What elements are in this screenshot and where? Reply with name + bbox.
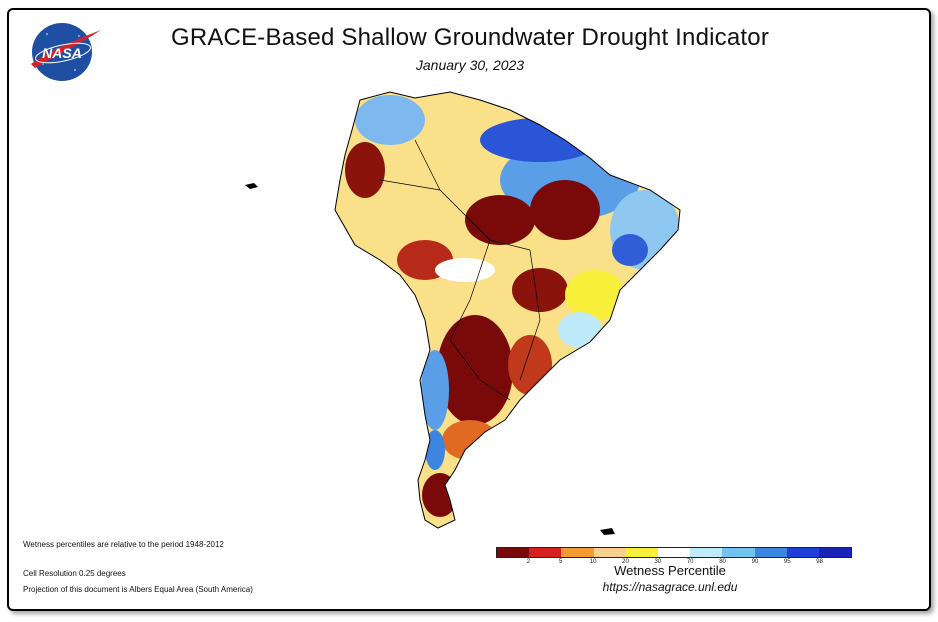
source-url[interactable]: https://nasagrace.unl.edu [602,580,738,594]
color-legend: 2 5 10 20 30 70 80 90 95 98 [496,547,852,565]
legend-tick-label: 90 [751,559,759,565]
map-date: January 30, 2023 [415,57,525,73]
note-projection: Projection of this document is Albers Eq… [23,585,253,594]
legend-tick-label: 95 [783,559,791,565]
legend-color-bar [496,547,852,558]
legend-swatch [625,548,658,557]
legend-ticks: 2 5 10 20 30 70 80 90 95 98 [496,558,852,567]
legend-tick-label: 98 [816,559,823,565]
note-period: Wetness percentiles are relative to the … [23,540,224,549]
legend-swatch [657,548,691,557]
legend-tick-label: 30 [654,559,662,565]
legend-swatch [593,548,626,557]
note-resolution: Cell Resolution 0.25 degrees [23,569,126,578]
legend-tick-label: 20 [622,559,629,565]
legend-swatch [690,548,723,557]
legend-swatch [561,548,594,557]
legend-tick-label: 70 [686,559,694,565]
legend-swatch [786,548,819,557]
legend-swatch [497,548,530,557]
legend-label: Wetness Percentile [614,563,726,578]
legend-swatch [529,548,562,557]
legend-tick-label: 10 [589,559,597,565]
legend-swatch [722,548,755,557]
legend-tick-label: 80 [719,559,726,565]
south-america-drought-map [240,80,700,550]
nasa-logo: NASA [25,20,105,84]
legend-swatch [818,548,852,557]
legend-tick-label: 2 [526,559,531,565]
legend-swatch [754,548,787,557]
nasa-logo-text: NASA [42,45,82,61]
map-title: GRACE-Based Shallow Groundwater Drought … [170,24,770,51]
legend-tick-label: 5 [559,559,563,565]
